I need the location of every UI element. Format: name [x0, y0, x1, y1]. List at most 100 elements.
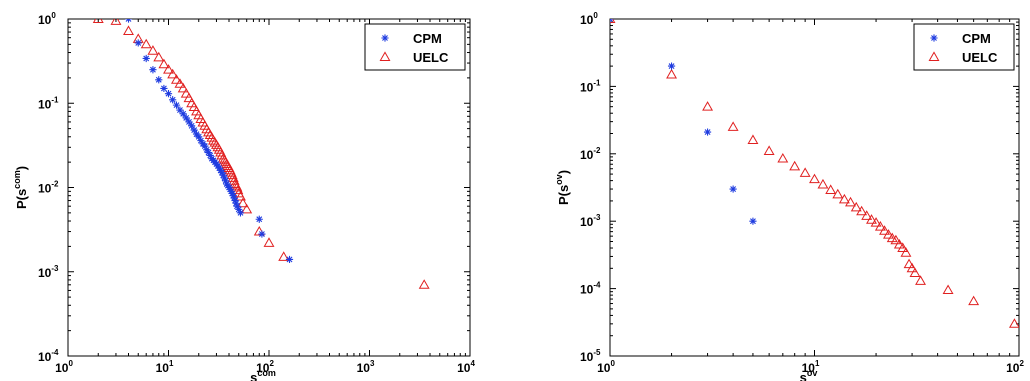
data-point-cpm: [188, 122, 196, 130]
x-tick-label: 104: [457, 359, 475, 375]
x-tick-label: 101: [156, 359, 174, 375]
legend-marker-uelc: [379, 51, 391, 61]
data-point-cpm: [228, 189, 236, 198]
data-point-uelc: [838, 193, 850, 204]
data-point-cpm: [227, 187, 235, 195]
data-point-cpm: [703, 128, 712, 136]
data-point-uelc: [900, 247, 912, 257]
data-point-cpm: [179, 110, 187, 118]
data-point-cpm: [149, 66, 157, 74]
data-point-uelc: [232, 184, 244, 195]
y-tick-label: 100: [580, 11, 598, 27]
data-point-uelc: [903, 258, 915, 269]
data-point-cpm: [195, 133, 203, 141]
data-point-cpm: [222, 177, 230, 185]
data-point-uelc: [777, 152, 789, 163]
data-point-uelc: [237, 197, 249, 208]
data-point-cpm: [749, 217, 757, 225]
data-point-uelc: [883, 229, 894, 239]
data-point-cpm: [155, 76, 163, 84]
y-tick-label: 10-2: [38, 180, 59, 196]
data-point-uelc: [110, 19, 122, 25]
legend-label-cpm: CPM: [962, 31, 991, 46]
legend-box: [913, 23, 1015, 71]
data-point-cpm: [206, 151, 214, 160]
data-point-uelc: [163, 64, 174, 74]
data-point-uelc: [278, 251, 290, 261]
data-point-uelc: [825, 184, 837, 194]
data-point-uelc: [890, 234, 902, 245]
legend: CPM UELC: [364, 23, 466, 71]
data-point-cpm: [610, 19, 614, 23]
data-point-uelc: [879, 225, 890, 235]
data-point-cpm: [235, 205, 243, 213]
data-point-cpm: [229, 192, 237, 200]
data-point-uelc: [856, 205, 868, 216]
data-point-uelc: [897, 242, 909, 252]
y-tick-label: 10-1: [580, 78, 601, 94]
data-point-uelc: [850, 201, 862, 212]
data-point-uelc: [727, 121, 739, 131]
data-point-uelc: [147, 45, 159, 55]
data-point-uelc: [942, 284, 954, 295]
chart-overlap-size-distribution: 100 101 102 10-5 10-4 10-3 10-2 10-1 100 sov P(sov…: [554, 11, 1024, 381]
x-tick-label: 103: [357, 359, 375, 375]
data-point-uelc: [1008, 318, 1019, 328]
data-point-uelc: [968, 295, 980, 306]
data-point-cpm: [232, 199, 240, 207]
data-point-uelc: [666, 68, 678, 79]
data-point-uelc: [170, 74, 182, 84]
data-point-cpm: [172, 101, 181, 109]
y-tick-label: 10-5: [580, 348, 601, 364]
data-point-cpm: [255, 215, 263, 223]
data-point-cpm: [197, 137, 205, 145]
y-tick-label: 10-4: [38, 348, 59, 364]
legend-box: [364, 23, 466, 71]
data-point-cpm: [176, 106, 184, 114]
data-point-cpm: [160, 84, 168, 93]
data-point-cpm: [204, 148, 213, 157]
y-axis-label: P(scom): [12, 166, 29, 209]
legend-label-cpm: CPM: [413, 31, 442, 46]
data-point-uelc: [123, 25, 134, 35]
legend-label-uelc: UELC: [413, 50, 449, 65]
y-tick-label: 10-4: [580, 281, 601, 297]
data-point-uelc: [809, 173, 820, 184]
data-point-cpm: [217, 166, 225, 174]
series-uelc: [92, 19, 430, 289]
data-point-uelc: [186, 97, 198, 108]
data-point-uelc: [92, 19, 104, 23]
data-points: [92, 19, 430, 289]
data-point-uelc: [747, 134, 759, 144]
data-point-cpm: [134, 39, 142, 47]
data-point-cpm: [215, 164, 223, 172]
data-point-uelc: [702, 101, 714, 111]
x-tick-label: 101: [802, 359, 820, 375]
data-point-uelc: [763, 145, 775, 155]
data-point-cpm: [667, 62, 676, 70]
data-point-uelc: [799, 167, 811, 177]
y-tick-label: 10-3: [580, 213, 601, 229]
data-point-cpm: [236, 209, 245, 217]
data-point-uelc: [177, 82, 189, 93]
data-point-uelc: [183, 92, 195, 103]
data-point-uelc: [866, 214, 877, 224]
data-point-uelc: [231, 181, 243, 192]
data-point-uelc: [861, 210, 873, 220]
legend-label-uelc: UELC: [962, 50, 998, 65]
y-tick-label: 10-3: [38, 264, 59, 280]
data-points: [610, 19, 1019, 328]
legend: CPM UELC: [913, 23, 1015, 71]
data-point-uelc: [893, 238, 905, 249]
data-point-cpm: [219, 171, 227, 179]
data-point-cpm: [218, 169, 226, 177]
legend-marker-cpm: [930, 34, 938, 42]
data-point-uelc: [158, 58, 170, 69]
data-point-cpm: [220, 174, 229, 182]
data-point-uelc: [915, 275, 926, 285]
data-point-cpm: [729, 185, 737, 193]
data-point-uelc: [174, 78, 186, 88]
y-axis-label: P(sov): [554, 170, 571, 205]
data-point-uelc: [906, 262, 918, 273]
